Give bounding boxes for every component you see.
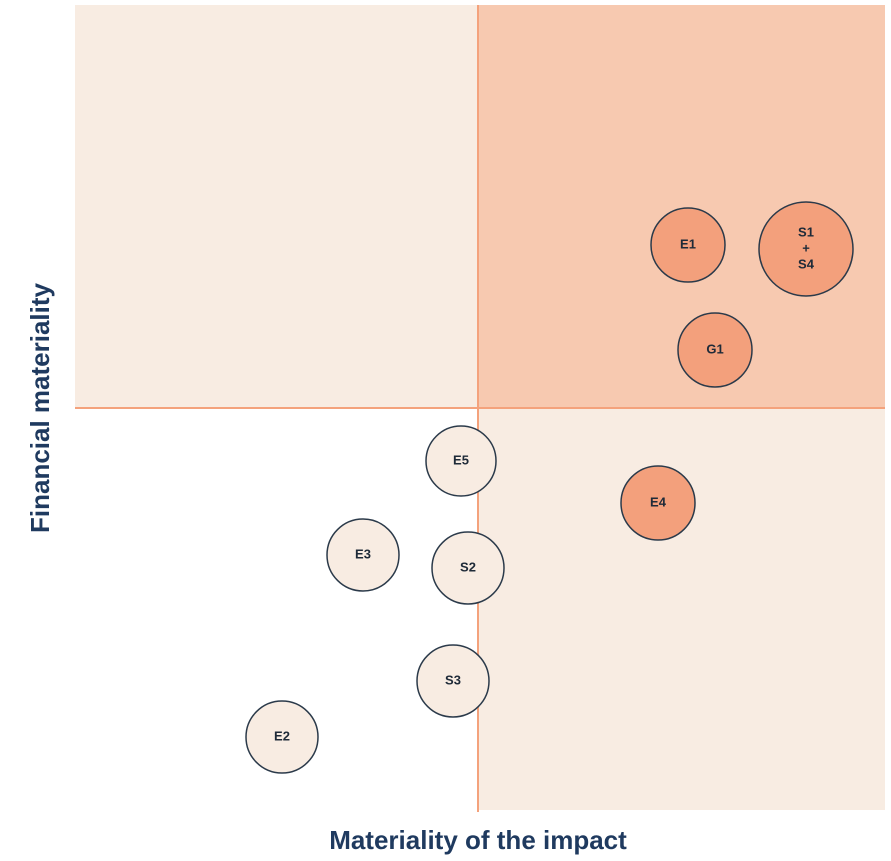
- quadrant: [75, 5, 478, 408]
- node-label: S3: [445, 672, 461, 687]
- node-label: E5: [453, 452, 469, 467]
- node-circle: [650, 207, 726, 283]
- node-circle: [677, 312, 753, 388]
- topic-node: E4: [620, 465, 696, 541]
- node-circle: [425, 425, 497, 497]
- node-label: E1: [680, 236, 696, 251]
- node-circle: [245, 700, 319, 774]
- x-axis-label: Materiality of the impact: [329, 825, 627, 855]
- node-circle: [758, 201, 854, 297]
- node-label: +: [802, 240, 810, 255]
- node-label: G1: [706, 341, 723, 356]
- node-circle: [431, 531, 505, 605]
- y-axis-label: Financial materiality: [25, 282, 55, 533]
- node-circle: [326, 518, 400, 592]
- node-circle: [620, 465, 696, 541]
- quadrant: [478, 408, 885, 810]
- node-label: E4: [650, 494, 667, 509]
- topic-node: G1: [677, 312, 753, 388]
- topic-node: S1+S4: [758, 201, 854, 297]
- topic-node: E1: [650, 207, 726, 283]
- node-label: S4: [798, 256, 815, 271]
- topic-node: S2: [431, 531, 505, 605]
- topic-node: E3: [326, 518, 400, 592]
- node-label: S2: [460, 559, 476, 574]
- node-label: E2: [274, 728, 290, 743]
- nodes: E1 S1+S4 G1 E4 E5 E3 S2 S3 E2: [245, 201, 854, 774]
- topic-node: S3: [416, 644, 490, 718]
- topic-node: E2: [245, 700, 319, 774]
- node-label: S1: [798, 224, 814, 239]
- node-circle: [416, 644, 490, 718]
- node-label: E3: [355, 546, 371, 561]
- topic-node: E5: [425, 425, 497, 497]
